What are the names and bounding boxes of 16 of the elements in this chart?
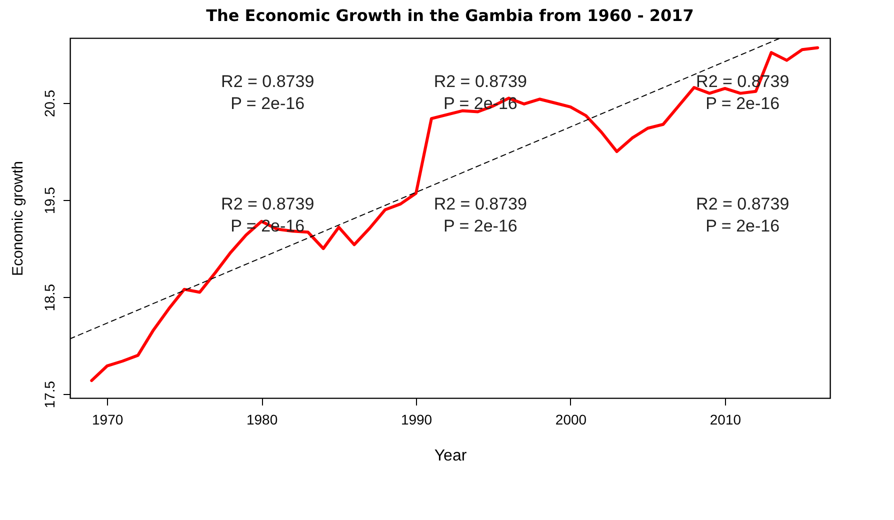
x-tick-label: 2000 xyxy=(555,412,587,428)
y-tick-label: 20.5 xyxy=(42,90,58,118)
annotation: R2 = 0.8739 P = 2e-16 xyxy=(434,194,527,236)
annotation: R2 = 0.8739 P = 2e-16 xyxy=(221,72,314,113)
x-tick-label: 1990 xyxy=(400,412,432,428)
line-series xyxy=(90,46,820,382)
annotation: R2 = 0.8739 P = 2e-16 xyxy=(696,194,790,236)
y-tick-label: 19.5 xyxy=(42,186,58,214)
x-tick-label: 1980 xyxy=(246,412,278,428)
chart-title: The Economic Growth in the Gambia from 1960 - 2017 xyxy=(206,6,694,25)
x-tick-label: 2010 xyxy=(710,412,742,428)
y-tick-label: 17.5 xyxy=(42,380,58,408)
x-axis-title: Year xyxy=(434,448,468,464)
x-tick-label: 1970 xyxy=(92,412,124,428)
y-axis-title: Economic growth xyxy=(10,160,26,276)
y-tick-label: 18.5 xyxy=(42,284,58,312)
